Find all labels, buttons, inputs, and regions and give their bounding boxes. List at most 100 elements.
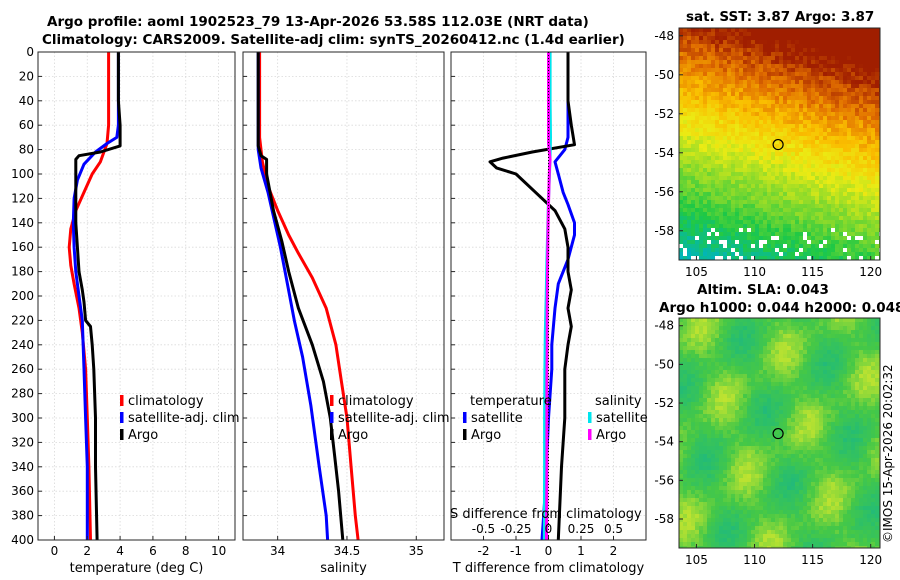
map-cell xyxy=(807,68,812,73)
map-cell xyxy=(703,212,708,217)
map-cell xyxy=(711,236,716,241)
map-cell xyxy=(719,338,724,343)
map-cell xyxy=(771,454,776,459)
map-cell xyxy=(863,52,868,57)
map-cell xyxy=(823,224,828,229)
map-cell xyxy=(799,40,804,45)
map-cell xyxy=(855,36,860,41)
map-cell xyxy=(687,196,692,201)
map-cell xyxy=(843,88,848,93)
map-cell xyxy=(827,160,832,165)
map-cell xyxy=(759,326,764,331)
map-cell xyxy=(823,446,828,451)
map-cell xyxy=(715,442,720,447)
map-cell xyxy=(851,196,856,201)
map-cell xyxy=(771,342,776,347)
map-cell xyxy=(711,112,716,117)
map-cell xyxy=(743,56,748,61)
map-cell xyxy=(755,220,760,225)
map-cell xyxy=(807,382,812,387)
map-cell xyxy=(827,442,832,447)
map-cell xyxy=(779,136,784,141)
map-cell xyxy=(695,430,700,435)
map-cell xyxy=(735,322,740,327)
map-cell xyxy=(707,208,712,213)
map-cell xyxy=(727,116,732,121)
map-cell xyxy=(751,342,756,347)
map-cell xyxy=(819,36,824,41)
map-cell xyxy=(735,450,740,455)
map-cell xyxy=(711,422,716,427)
map-cell xyxy=(687,132,692,137)
map-cell xyxy=(751,220,756,225)
map-cell xyxy=(871,450,876,455)
map-cell xyxy=(863,88,868,93)
sla-map-title-1: Altim. SLA: 0.043 xyxy=(697,282,829,298)
map-cell xyxy=(819,426,824,431)
map-cell xyxy=(795,168,800,173)
map-cell xyxy=(875,386,880,391)
map-cell xyxy=(727,28,732,33)
map-cell xyxy=(763,366,768,371)
map-cell xyxy=(723,76,728,81)
map-cell xyxy=(811,92,816,97)
map-cell xyxy=(695,322,700,327)
map-cell xyxy=(779,382,784,387)
map-cell xyxy=(787,240,792,245)
map-cell xyxy=(835,228,840,233)
map-cell xyxy=(759,92,764,97)
map-cell xyxy=(707,322,712,327)
map-cell xyxy=(695,366,700,371)
map-cell xyxy=(823,442,828,447)
map-cell xyxy=(687,116,692,121)
map-cell xyxy=(819,60,824,65)
map-cell xyxy=(771,240,776,245)
map-cell xyxy=(759,164,764,169)
map-cell xyxy=(715,330,720,335)
map-cell xyxy=(707,224,712,229)
map-cell xyxy=(775,216,780,221)
map-cell xyxy=(723,192,728,197)
map-cell xyxy=(759,104,764,109)
map-cell xyxy=(747,204,752,209)
map-cell xyxy=(783,72,788,77)
map-cell xyxy=(799,374,804,379)
map-cell xyxy=(843,434,848,439)
map-cell xyxy=(691,48,696,53)
map-cell xyxy=(819,446,824,451)
map-cell xyxy=(867,84,872,89)
map-cell xyxy=(699,68,704,73)
map-cell xyxy=(723,36,728,41)
map-cell xyxy=(859,216,864,221)
map-cell xyxy=(795,140,800,145)
map-cell xyxy=(719,346,724,351)
map-cell xyxy=(771,192,776,197)
map-cell xyxy=(875,48,880,53)
map-cell xyxy=(771,52,776,57)
map-cell xyxy=(743,358,748,363)
map-cell xyxy=(751,244,756,249)
map-cell xyxy=(863,200,868,205)
map-cell xyxy=(759,112,764,117)
map-cell xyxy=(815,192,820,197)
map-cell xyxy=(827,48,832,53)
map-cell xyxy=(823,184,828,189)
map-cell xyxy=(703,318,708,323)
map-cell xyxy=(843,418,848,423)
map-cell xyxy=(775,148,780,153)
map-cell xyxy=(767,112,772,117)
map-cell xyxy=(827,208,832,213)
map-cell xyxy=(835,144,840,149)
map-cell xyxy=(743,88,748,93)
map-cell xyxy=(699,374,704,379)
map-cell xyxy=(815,204,820,209)
map-cell xyxy=(799,116,804,121)
map-cell xyxy=(827,362,832,367)
map-cell xyxy=(707,136,712,141)
map-cell xyxy=(803,196,808,201)
map-cell xyxy=(875,44,880,49)
map-cell xyxy=(719,156,724,161)
map-cell xyxy=(783,56,788,61)
map-cell xyxy=(715,406,720,411)
map-cell xyxy=(851,44,856,49)
